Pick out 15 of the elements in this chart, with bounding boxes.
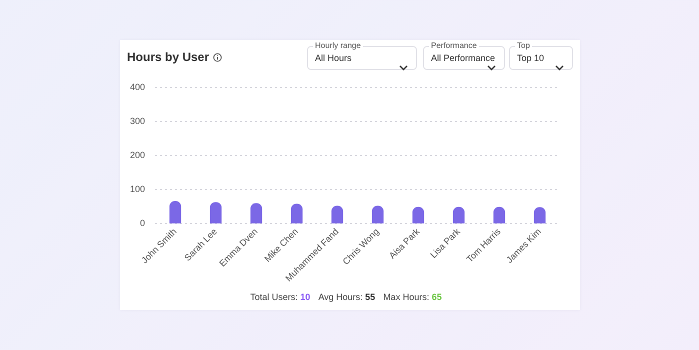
y-tick-label: 0 (140, 218, 146, 228)
text: Top 10 (517, 53, 544, 63)
text: Avg Hours: 55 (318, 292, 376, 302)
text: All Hours (315, 53, 352, 63)
y-tick-label: 300 (130, 116, 146, 126)
y-tick-label: 100 (130, 184, 146, 194)
text: Total Users: 10 (250, 292, 310, 302)
y-tick-label: 400 (130, 82, 146, 92)
text: All Performance (431, 53, 496, 63)
text: Top (515, 41, 532, 50)
text: Max Hours: 65 (383, 292, 442, 302)
chart-title: Hours by User (127, 50, 210, 64)
y-tick-label: 200 (130, 150, 146, 160)
text: Performance (429, 41, 479, 50)
text: Hourly range (313, 41, 363, 50)
